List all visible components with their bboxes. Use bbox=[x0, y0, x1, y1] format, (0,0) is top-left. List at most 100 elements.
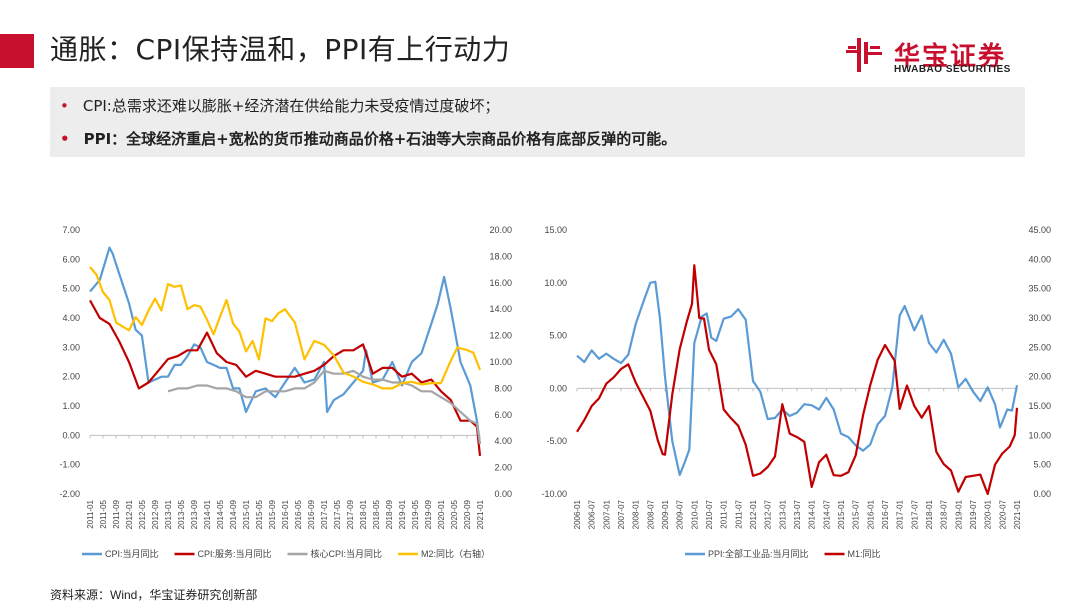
left-y-tick-label: -5.00 bbox=[546, 436, 567, 446]
x-tick-label: 2009-01 bbox=[661, 499, 670, 529]
bullet-cpi: • CPI:总需求还难以膨胀+经济潜在供给能力未受疫情过度破坏； bbox=[60, 95, 499, 116]
x-tick-label: 2017-05 bbox=[333, 499, 342, 529]
legend-label: M1:同比 bbox=[848, 548, 881, 559]
series-line-left bbox=[89, 246, 482, 445]
x-tick-label: 2013-05 bbox=[177, 499, 186, 529]
left-y-tick-label: 2.00 bbox=[62, 372, 80, 382]
x-tick-label: 2015-07 bbox=[852, 499, 861, 529]
x-tick-label: 2019-07 bbox=[969, 499, 978, 529]
right-y-tick-label: 20.00 bbox=[1028, 372, 1051, 382]
x-tick-label: 2018-05 bbox=[372, 499, 381, 529]
right-y-tick-label: 14.00 bbox=[489, 304, 512, 314]
x-tick-label: 2019-01 bbox=[954, 499, 963, 529]
title-accent-bar bbox=[0, 34, 34, 68]
bullet-ppi-text: PPI：全球经济重启+宽松的货币推动商品价格+石油等大宗商品价格有底部反弹的可能… bbox=[83, 130, 677, 148]
left-y-tick-label: 0.00 bbox=[62, 430, 80, 440]
x-tick-label: 2014-01 bbox=[203, 499, 212, 529]
x-tick-label: 2011-07 bbox=[734, 499, 743, 528]
right-y-tick-label: 18.00 bbox=[489, 251, 512, 261]
bullet-cpi-text: CPI:总需求还难以膨胀+经济潜在供给能力未受疫情过度破坏； bbox=[82, 97, 500, 115]
x-tick-label: 2018-07 bbox=[940, 499, 949, 529]
left-y-tick-label: 10.00 bbox=[544, 278, 567, 288]
x-tick-label: 2020-01 bbox=[984, 499, 993, 529]
right-y-tick-label: 12.00 bbox=[489, 331, 512, 341]
x-tick-label: 2015-01 bbox=[837, 499, 846, 529]
x-tick-label: 2017-07 bbox=[910, 499, 919, 529]
x-tick-label: 2006-01 bbox=[573, 499, 582, 529]
x-tick-label: 2019-01 bbox=[398, 499, 407, 529]
right-y-tick-label: 45.00 bbox=[1028, 225, 1051, 235]
x-tick-label: 2006-07 bbox=[588, 499, 597, 529]
right-y-tick-label: 10.00 bbox=[489, 357, 512, 367]
x-tick-label: 2018-01 bbox=[925, 499, 934, 529]
x-tick-label: 2012-01 bbox=[749, 499, 758, 529]
x-tick-label: 2016-09 bbox=[307, 499, 316, 529]
x-tick-label: 2016-05 bbox=[294, 499, 303, 529]
left-y-tick-label: -1.00 bbox=[59, 460, 80, 470]
x-tick-label: 2012-09 bbox=[151, 499, 160, 529]
series-line-left bbox=[167, 369, 482, 445]
x-tick-label: 2016-01 bbox=[281, 499, 290, 529]
x-tick-label: 2017-01 bbox=[896, 499, 905, 529]
x-tick-label: 2011-01 bbox=[86, 499, 95, 528]
x-tick-label: 2020-09 bbox=[463, 499, 472, 529]
hwabao-logo-icon bbox=[846, 38, 882, 72]
right-y-tick-label: 0.00 bbox=[1033, 489, 1051, 499]
source-note: 资料来源：Wind，华宝证券研究创新部 bbox=[50, 588, 258, 602]
series-line-right bbox=[576, 264, 1019, 496]
x-tick-label: 2008-01 bbox=[632, 499, 641, 529]
left-y-tick-label: 4.00 bbox=[62, 313, 80, 323]
x-tick-label: 2017-01 bbox=[320, 499, 329, 529]
left-y-tick-label: 0.00 bbox=[549, 383, 567, 393]
left-y-tick-label: -10.00 bbox=[541, 489, 567, 499]
left-y-tick-label: 1.00 bbox=[62, 401, 80, 411]
left-y-tick-label: 7.00 bbox=[62, 225, 80, 235]
right-y-tick-label: 35.00 bbox=[1028, 284, 1051, 294]
logo-text-en: HWABAO SECURITIES bbox=[894, 64, 1011, 75]
left-y-tick-label: 5.00 bbox=[549, 331, 567, 341]
page-title: 通胀：CPI保持温和，PPI有上行动力 bbox=[50, 33, 511, 66]
legend-label: CPI:当月同比 bbox=[105, 548, 159, 559]
x-tick-label: 2009-07 bbox=[676, 499, 685, 529]
x-tick-label: 2020-01 bbox=[437, 499, 446, 529]
x-tick-label: 2014-07 bbox=[822, 499, 831, 529]
x-tick-label: 2015-09 bbox=[268, 499, 277, 529]
legend-label: PPI:全部工业品:当月同比 bbox=[708, 548, 809, 559]
right-y-tick-label: 20.00 bbox=[489, 225, 512, 235]
brand-logo: 华宝证券 HWABAO SECURITIES bbox=[846, 36, 1046, 78]
right-y-tick-label: 25.00 bbox=[1028, 342, 1051, 352]
left-y-tick-label: 5.00 bbox=[62, 284, 80, 294]
series-line-left bbox=[89, 299, 482, 457]
right-y-tick-label: 0.00 bbox=[494, 489, 512, 499]
x-tick-label: 2011-05 bbox=[99, 499, 108, 528]
x-tick-label: 2014-09 bbox=[229, 499, 238, 529]
x-tick-label: 2013-01 bbox=[164, 499, 173, 529]
legend-label: M2:同比（右轴） bbox=[421, 548, 490, 559]
x-tick-label: 2020-05 bbox=[450, 499, 459, 529]
x-tick-label: 2010-01 bbox=[690, 499, 699, 529]
left-y-tick-label: -2.00 bbox=[59, 489, 80, 499]
x-tick-label: 2011-09 bbox=[112, 499, 121, 528]
x-tick-label: 2015-01 bbox=[242, 499, 251, 529]
right-y-tick-label: 2.00 bbox=[494, 463, 512, 473]
x-tick-label: 2021-01 bbox=[1013, 499, 1022, 529]
logo-text-cn: 华宝证券 bbox=[894, 42, 1007, 72]
bullet-dot-icon: • bbox=[60, 97, 69, 115]
x-tick-label: 2019-05 bbox=[411, 499, 420, 529]
x-tick-label: 2012-05 bbox=[138, 499, 147, 529]
right-y-tick-label: 10.00 bbox=[1028, 430, 1051, 440]
x-tick-label: 2018-01 bbox=[359, 499, 368, 529]
bullet-dot-icon: • bbox=[60, 130, 70, 148]
x-tick-label: 2017-09 bbox=[346, 499, 355, 529]
right-y-tick-label: 4.00 bbox=[494, 436, 512, 446]
x-tick-label: 2013-09 bbox=[190, 499, 199, 529]
bullet-ppi: • PPI：全球经济重启+宽松的货币推动商品价格+石油等大宗商品价格有底部反弹的可… bbox=[60, 128, 676, 149]
x-tick-label: 2011-01 bbox=[720, 499, 729, 528]
x-tick-label: 2019-09 bbox=[424, 499, 433, 529]
x-tick-label: 2020-07 bbox=[998, 499, 1007, 529]
x-tick-label: 2018-09 bbox=[385, 499, 394, 529]
x-tick-label: 2016-07 bbox=[881, 499, 890, 529]
x-tick-label: 2016-01 bbox=[866, 499, 875, 529]
x-tick-label: 2007-07 bbox=[617, 499, 626, 529]
series-line-left bbox=[576, 280, 1019, 477]
